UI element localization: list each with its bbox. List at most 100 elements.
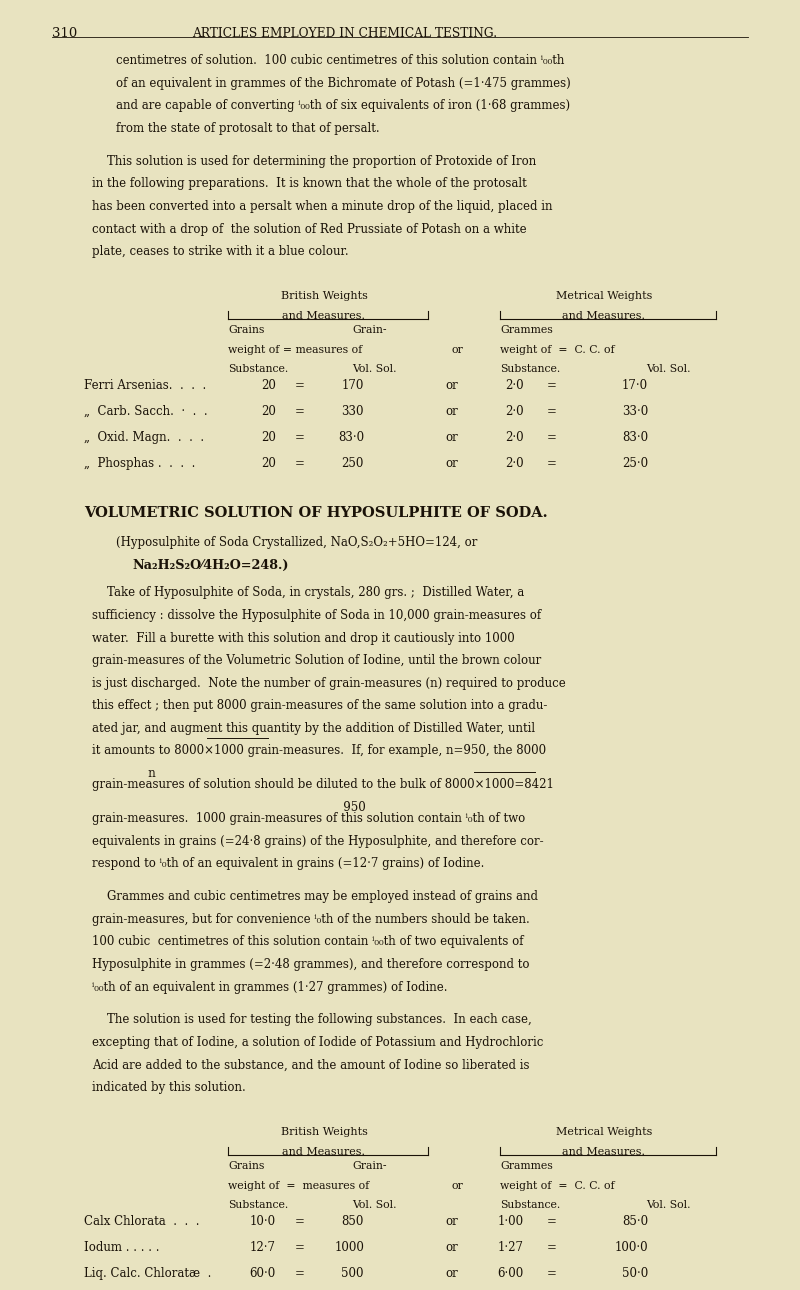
Text: or: or: [446, 405, 458, 418]
Text: Metrical Weights: Metrical Weights: [556, 290, 652, 301]
Text: 850: 850: [342, 1215, 364, 1228]
Text: Substance.: Substance.: [500, 1200, 560, 1210]
Text: 6·00: 6·00: [498, 1267, 524, 1280]
Text: n: n: [92, 768, 156, 780]
Text: ⁱ₀₀th of an equivalent in grammes (1·27 grammes) of Iodine.: ⁱ₀₀th of an equivalent in grammes (1·27 …: [92, 980, 447, 993]
Text: is just discharged.  Note the number of grain-measures (n) required to produce: is just discharged. Note the number of g…: [92, 677, 566, 690]
Text: or: or: [446, 1241, 458, 1254]
Text: 1000: 1000: [334, 1241, 364, 1254]
Text: 330: 330: [342, 405, 364, 418]
Text: 20: 20: [261, 457, 276, 470]
Text: weight of  =  C. C. of: weight of = C. C. of: [500, 1180, 614, 1191]
Text: plate, ceases to strike with it a blue colour.: plate, ceases to strike with it a blue c…: [92, 245, 349, 258]
Text: (Hyposulphite of Soda Crystallized, NaO,S₂O₂+5HO=124, or: (Hyposulphite of Soda Crystallized, NaO,…: [116, 535, 478, 548]
Text: 2·0: 2·0: [506, 431, 524, 444]
Text: Grains: Grains: [228, 325, 264, 335]
Text: indicated by this solution.: indicated by this solution.: [92, 1081, 246, 1094]
Text: ated jar, and augment this quantity by the addition of Distilled Water, until: ated jar, and augment this quantity by t…: [92, 722, 535, 735]
Text: =: =: [547, 405, 557, 418]
Text: and Measures.: and Measures.: [562, 311, 646, 321]
Text: The solution is used for testing the following substances.  In each case,: The solution is used for testing the fol…: [92, 1014, 532, 1027]
Text: Grains: Grains: [228, 1161, 264, 1171]
Text: 2·0: 2·0: [506, 379, 524, 392]
Text: 1·00: 1·00: [498, 1215, 524, 1228]
Text: 2·0: 2·0: [506, 405, 524, 418]
Text: or: or: [452, 344, 464, 355]
Text: grain-measures of solution should be diluted to the bulk of 8000×1000=8421: grain-measures of solution should be dil…: [92, 778, 554, 791]
Text: =: =: [295, 1267, 305, 1280]
Text: grain-measures of the Volumetric Solution of Iodine, until the brown colour: grain-measures of the Volumetric Solutio…: [92, 654, 542, 667]
Text: „  Carb. Sacch.  ·  .  .: „ Carb. Sacch. · . .: [84, 405, 208, 418]
Text: 20: 20: [261, 379, 276, 392]
Text: and are capable of converting ⁱ₀₀th of six equivalents of iron (1·68 grammes): and are capable of converting ⁱ₀₀th of s…: [116, 99, 570, 112]
Text: 100·0: 100·0: [614, 1241, 648, 1254]
Text: =: =: [547, 457, 557, 470]
Text: Calx Chlorata  .  .  .: Calx Chlorata . . .: [84, 1215, 199, 1228]
Text: 50·0: 50·0: [622, 1267, 648, 1280]
Text: Iodum . . . . .: Iodum . . . . .: [84, 1241, 159, 1254]
Text: grain-measures.  1000 grain-measures of this solution contain ⁱ₀th of two: grain-measures. 1000 grain-measures of t…: [92, 813, 526, 826]
Text: or: or: [446, 431, 458, 444]
Text: Acid are added to the substance, and the amount of Iodine so liberated is: Acid are added to the substance, and the…: [92, 1059, 530, 1072]
Text: =: =: [295, 1215, 305, 1228]
Text: =: =: [295, 457, 305, 470]
Text: Grain-: Grain-: [352, 1161, 386, 1171]
Text: 12·7: 12·7: [250, 1241, 276, 1254]
Text: or: or: [446, 1215, 458, 1228]
Text: has been converted into a persalt when a minute drop of the liquid, placed in: has been converted into a persalt when a…: [92, 200, 553, 213]
Text: equivalents in grains (=24·8 grains) of the Hyposulphite, and therefore cor-: equivalents in grains (=24·8 grains) of …: [92, 835, 544, 848]
Text: „  Phosphas .  .  .  .: „ Phosphas . . . .: [84, 457, 195, 470]
Text: or: or: [446, 379, 458, 392]
Text: excepting that of Iodine, a solution of Iodide of Potassium and Hydrochloric: excepting that of Iodine, a solution of …: [92, 1036, 543, 1049]
Text: Vol. Sol.: Vol. Sol.: [352, 1200, 397, 1210]
Text: Vol. Sol.: Vol. Sol.: [646, 364, 691, 374]
Text: weight of  =  measures of: weight of = measures of: [228, 1180, 370, 1191]
Text: Ferri Arsenias.  .  .  .: Ferri Arsenias. . . .: [84, 379, 206, 392]
Text: „  Oxid. Magn.  .  .  .: „ Oxid. Magn. . . .: [84, 431, 204, 444]
Text: =: =: [547, 431, 557, 444]
Text: it amounts to 8000×1000 grain-measures.  If, for example, n=950, the 8000: it amounts to 8000×1000 grain-measures. …: [92, 744, 546, 757]
Text: =: =: [295, 431, 305, 444]
Text: =: =: [295, 379, 305, 392]
Text: sufficiency : dissolve the Hyposulphite of Soda in 10,000 grain-measures of: sufficiency : dissolve the Hyposulphite …: [92, 609, 541, 622]
Text: 500: 500: [342, 1267, 364, 1280]
Text: or: or: [446, 457, 458, 470]
Text: British Weights: British Weights: [281, 290, 367, 301]
Text: 60·0: 60·0: [250, 1267, 276, 1280]
Text: 1·27: 1·27: [498, 1241, 524, 1254]
Text: Hyposulphite in grammes (=2·48 grammes), and therefore correspond to: Hyposulphite in grammes (=2·48 grammes),…: [92, 958, 530, 971]
Text: Vol. Sol.: Vol. Sol.: [352, 364, 397, 374]
Text: of an equivalent in grammes of the Bichromate of Potash (=1·475 grammes): of an equivalent in grammes of the Bichr…: [116, 77, 570, 90]
Text: 310: 310: [52, 27, 78, 40]
Text: Grammes: Grammes: [500, 1161, 553, 1171]
Text: Na₂H₂S₂O⁄4H₂O=248.): Na₂H₂S₂O⁄4H₂O=248.): [132, 560, 289, 573]
Text: Substance.: Substance.: [228, 364, 288, 374]
Text: 950: 950: [92, 801, 366, 814]
Text: 85·0: 85·0: [622, 1215, 648, 1228]
Text: Grammes and cubic centimetres may be employed instead of grains and: Grammes and cubic centimetres may be emp…: [92, 890, 538, 903]
Text: This solution is used for determining the proportion of Protoxide of Iron: This solution is used for determining th…: [92, 155, 536, 168]
Text: from the state of protosalt to that of persalt.: from the state of protosalt to that of p…: [116, 123, 380, 135]
Text: and Measures.: and Measures.: [282, 311, 366, 321]
Text: water.  Fill a burette with this solution and drop it cautiously into 1000: water. Fill a burette with this solution…: [92, 632, 514, 645]
Text: respond to ⁱ₀th of an equivalent in grains (=12·7 grains) of Iodine.: respond to ⁱ₀th of an equivalent in grai…: [92, 858, 484, 871]
Text: 20: 20: [261, 431, 276, 444]
Text: VOLUMETRIC SOLUTION OF HYPOSULPHITE OF SODA.: VOLUMETRIC SOLUTION OF HYPOSULPHITE OF S…: [84, 506, 548, 520]
Text: weight of  =  C. C. of: weight of = C. C. of: [500, 344, 614, 355]
Text: =: =: [547, 1267, 557, 1280]
Text: 100 cubic  centimetres of this solution contain ⁱ₀₀th of two equivalents of: 100 cubic centimetres of this solution c…: [92, 935, 523, 948]
Text: 20: 20: [261, 405, 276, 418]
Text: 83·0: 83·0: [338, 431, 364, 444]
Text: ARTICLES EMPLOYED IN CHEMICAL TESTING.: ARTICLES EMPLOYED IN CHEMICAL TESTING.: [192, 27, 497, 40]
Text: Substance.: Substance.: [228, 1200, 288, 1210]
Text: Vol. Sol.: Vol. Sol.: [646, 1200, 691, 1210]
Text: British Weights: British Weights: [281, 1127, 367, 1136]
Text: 10·0: 10·0: [250, 1215, 276, 1228]
Text: 83·0: 83·0: [622, 431, 648, 444]
Text: or: or: [452, 1180, 464, 1191]
Text: contact with a drop of  the solution of Red Prussiate of Potash on a white: contact with a drop of the solution of R…: [92, 222, 526, 236]
Text: Substance.: Substance.: [500, 364, 560, 374]
Text: =: =: [547, 1215, 557, 1228]
Text: Take of Hyposulphite of Soda, in crystals, 280 grs. ;  Distilled Water, a: Take of Hyposulphite of Soda, in crystal…: [92, 587, 524, 600]
Text: =: =: [547, 379, 557, 392]
